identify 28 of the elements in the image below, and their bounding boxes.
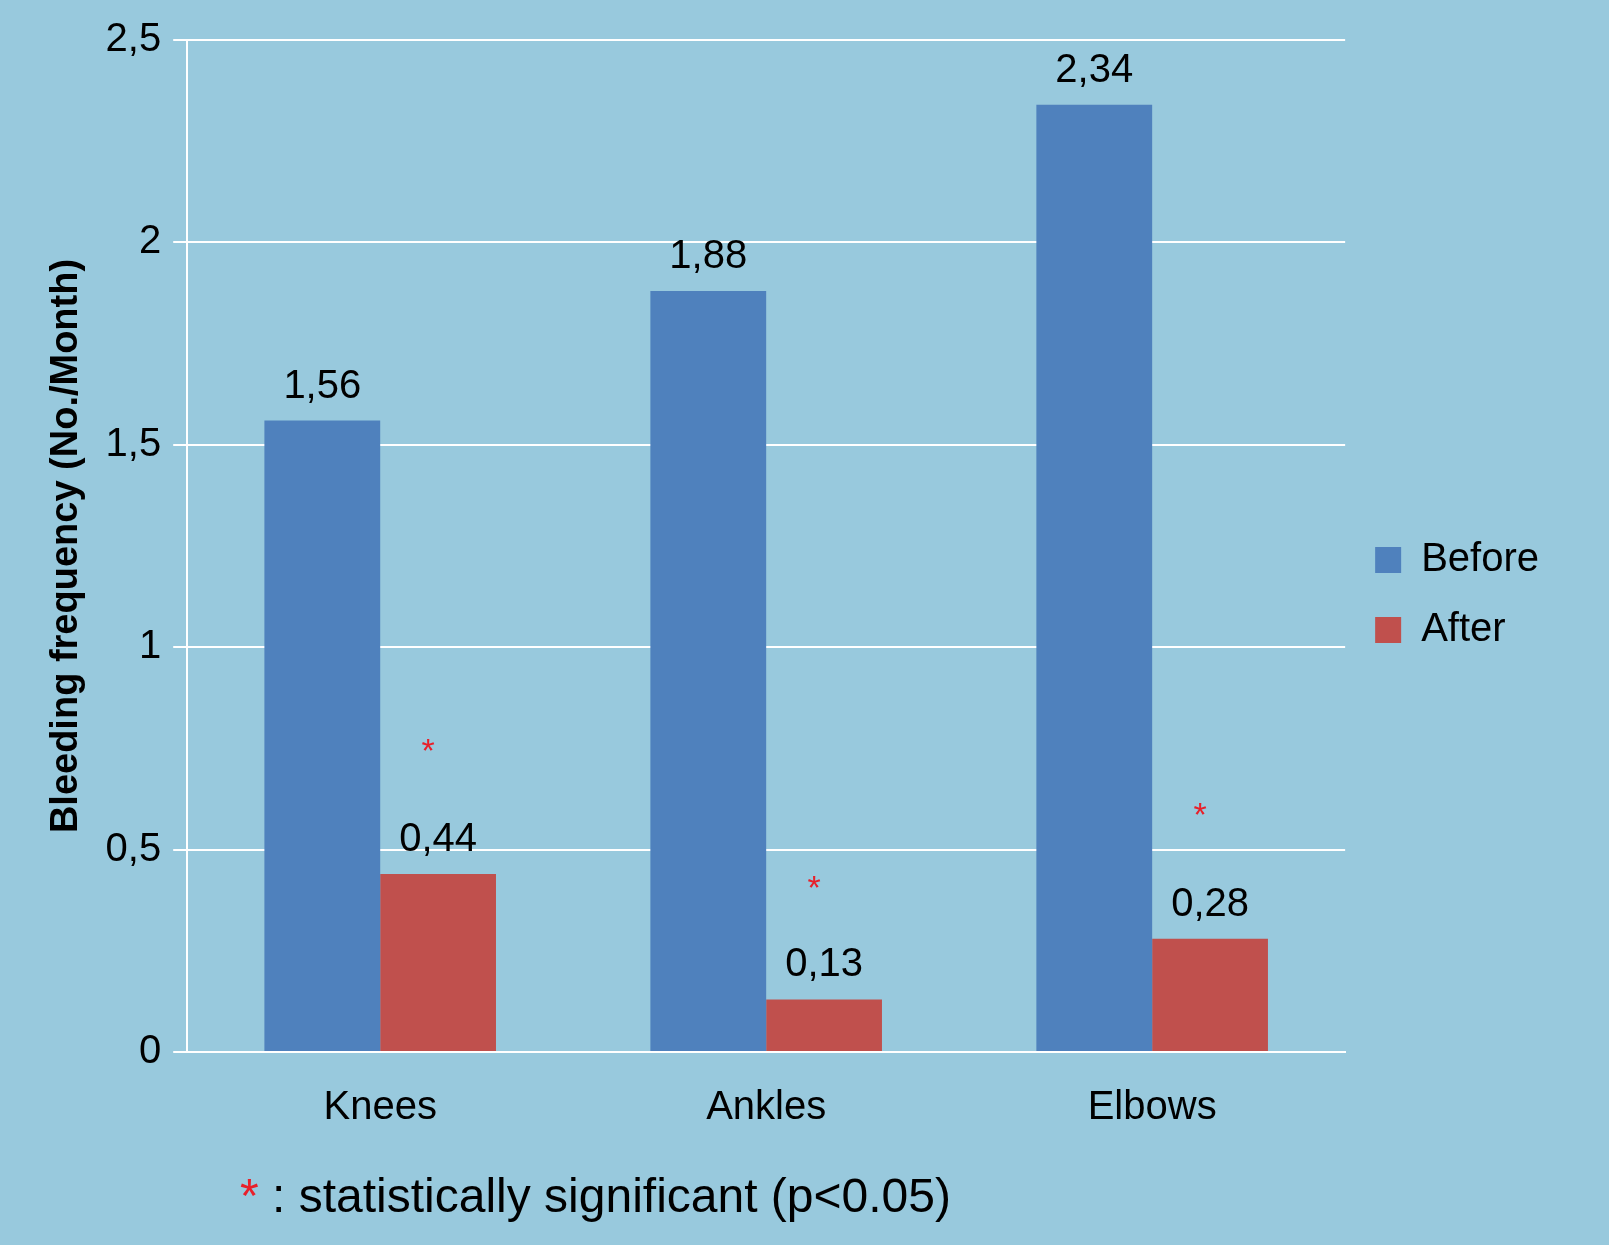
y-tick-label: 1 <box>138 622 162 667</box>
data-label: 0,44 <box>399 814 478 859</box>
legend-label: Before <box>1421 535 1540 580</box>
bar <box>766 999 882 1051</box>
y-tick-label: 2,5 <box>105 15 162 60</box>
legend-label: After <box>1421 605 1506 650</box>
bar <box>264 420 381 1051</box>
bar <box>1036 104 1153 1051</box>
y-tick-label: 0 <box>138 1027 162 1072</box>
data-label: 2,34 <box>1055 45 1134 90</box>
data-label: 1,56 <box>283 361 362 406</box>
y-tick-label: 2 <box>138 217 162 262</box>
y-axis-title: Bleeding frequency (No./Month) <box>43 258 86 834</box>
bar <box>650 290 767 1051</box>
x-tick-label: Elbows <box>1087 1083 1217 1128</box>
y-tick-label: 0,5 <box>105 824 162 869</box>
annotation: * <box>807 868 821 907</box>
data-label: 1,88 <box>669 232 748 277</box>
x-tick-label: Ankles <box>706 1083 827 1128</box>
x-tick-label: Knees <box>323 1083 437 1128</box>
data-label: 0,13 <box>785 940 863 985</box>
y-tick-label: 1,5 <box>105 419 162 464</box>
annotation: * <box>421 730 435 769</box>
bar <box>1152 938 1268 1051</box>
data-label: 0,28 <box>1171 879 1249 924</box>
text: * : statistically significant (p<0.05) <box>240 1168 951 1223</box>
annotation: * <box>1193 795 1207 834</box>
bar <box>380 873 496 1051</box>
